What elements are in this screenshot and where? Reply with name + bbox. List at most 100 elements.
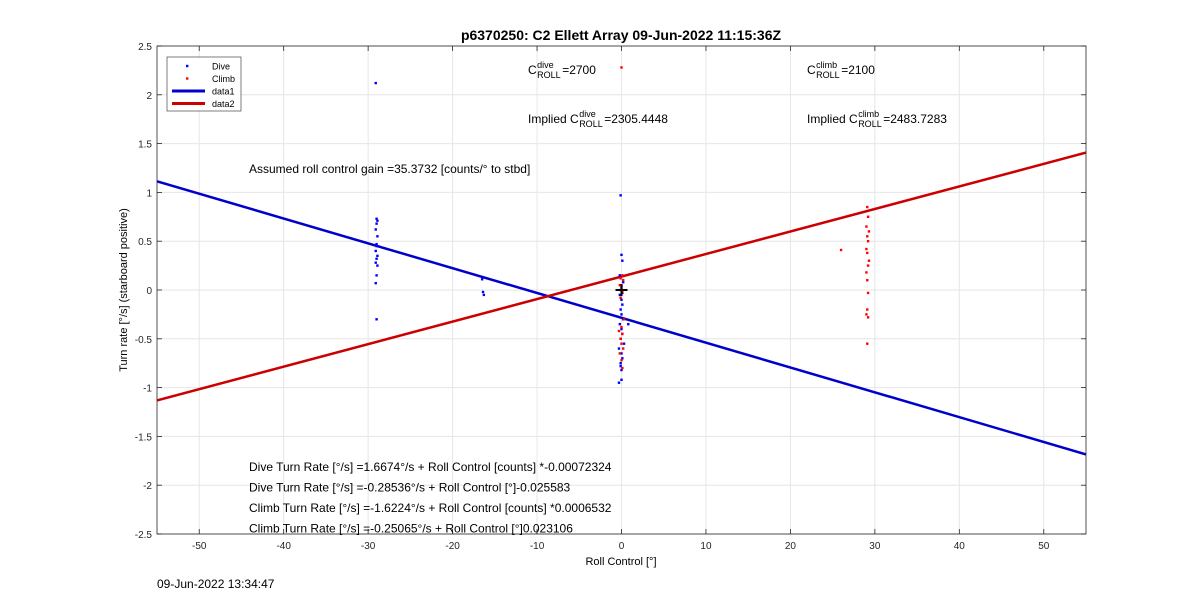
- point-dive: [621, 303, 624, 306]
- point-dive: [482, 293, 486, 297]
- implied-c-roll-dive-sup: dive: [579, 109, 596, 119]
- point-climb: [621, 347, 625, 350]
- point-dive: [621, 280, 625, 284]
- point-dive: [375, 274, 378, 277]
- point-dive: [627, 322, 630, 326]
- fit-equation: Climb Turn Rate [°/s] =-0.25065°/s + Rol…: [249, 522, 573, 536]
- point-climb: [866, 264, 870, 267]
- fit-equation: Dive Turn Rate [°/s] =-0.28536°/s + Roll…: [249, 481, 571, 495]
- chart-title: p6370250: C2 Ellett Array 09-Jun-2022 11…: [461, 27, 782, 43]
- point-climb: [618, 283, 622, 287]
- x-tick-label: -10: [530, 541, 545, 552]
- legend-marker: [186, 64, 189, 68]
- point-climb: [619, 337, 622, 340]
- implied-c-roll-dive-prefix: Implied C: [528, 112, 579, 126]
- point-climb: [865, 225, 868, 228]
- y-tick-label: -0.5: [135, 335, 153, 346]
- x-tick-label: -50: [192, 541, 207, 552]
- point-climb: [865, 271, 868, 274]
- plot-frame: [156, 45, 1087, 535]
- legend-marker: [186, 77, 189, 80]
- legend-label: data1: [212, 87, 235, 97]
- y-tick-label: 0: [146, 286, 152, 297]
- implied-c-roll-climb-sup: climb: [858, 109, 879, 119]
- point-climb: [866, 342, 869, 345]
- implied-c-roll-dive-value: =2305.4448: [604, 112, 668, 126]
- c-roll-dive-value: =2700: [562, 63, 596, 77]
- point-climb: [620, 342, 623, 345]
- legend: Dive Climb data1 data2: [166, 56, 242, 112]
- point-dive: [374, 249, 377, 253]
- point-dive: [622, 342, 626, 345]
- x-tick-label: 50: [1038, 541, 1050, 552]
- point-climb: [867, 259, 871, 262]
- point-climb: [617, 329, 621, 333]
- point-climb: [866, 235, 869, 238]
- y-axis-label: Turn rate [°/s] (starboard positive): [118, 208, 130, 372]
- point-dive: [481, 290, 485, 294]
- x-tick-label: 40: [954, 541, 966, 552]
- point-climb: [866, 215, 870, 218]
- x-axis-label: Roll Control [°]: [585, 556, 656, 568]
- data-points: [374, 66, 871, 384]
- point-climb: [620, 66, 623, 69]
- point-dive: [619, 308, 622, 311]
- y-tick-label: -1.5: [135, 432, 153, 443]
- point-dive: [480, 278, 484, 281]
- point-climb: [867, 230, 871, 233]
- x-tick-label: -40: [276, 541, 291, 552]
- point-climb: [621, 274, 624, 277]
- point-climb: [620, 325, 623, 329]
- point-climb: [621, 366, 624, 370]
- point-dive: [375, 222, 378, 225]
- x-tick-label: 30: [869, 541, 881, 552]
- point-dive: [374, 81, 377, 85]
- point-dive: [618, 322, 622, 326]
- point-dive: [620, 313, 623, 316]
- point-climb: [866, 205, 869, 209]
- y-tick-label: 1.5: [138, 140, 152, 151]
- point-climb: [866, 316, 870, 319]
- legend-label: data2: [212, 99, 235, 109]
- point-dive: [619, 194, 622, 197]
- x-tick-label: 20: [785, 541, 797, 552]
- legend-label: Climb: [212, 74, 235, 84]
- x-tick-label: -30: [361, 541, 376, 552]
- point-dive: [374, 281, 377, 285]
- c-roll-dive-sup: dive: [537, 60, 554, 70]
- implied-c-roll-climb-prefix: Implied C: [807, 112, 858, 126]
- point-dive: [376, 254, 379, 258]
- fit-equation: Dive Turn Rate [°/s] =1.6674°/s + Roll C…: [249, 460, 612, 474]
- point-climb: [865, 313, 868, 316]
- c-roll-dive-prefix: C: [528, 63, 537, 77]
- point-climb: [866, 240, 870, 243]
- point-climb: [866, 308, 869, 311]
- x-tick-label: -20: [445, 541, 460, 552]
- point-climb: [866, 251, 869, 255]
- x-tick-label: 0: [619, 541, 625, 552]
- implied-c-roll-climb-sub: ROLL: [858, 119, 882, 129]
- y-tick-label: 1: [146, 188, 152, 199]
- y-tick-label: 0.5: [138, 237, 152, 248]
- y-tick-label: 2: [146, 91, 152, 102]
- point-climb: [618, 352, 622, 355]
- c-roll-climb-sup: climb: [816, 60, 837, 70]
- roll-gain-text: Assumed roll control gain =35.3732 [coun…: [249, 162, 530, 176]
- footer-timestamp: 09-Jun-2022 13:34:47: [157, 577, 275, 591]
- point-dive: [376, 264, 379, 267]
- point-dive: [620, 378, 623, 381]
- fit-equation: Climb Turn Rate [°/s] =-1.6224°/s + Roll…: [249, 501, 612, 515]
- y-tick-label: -1: [143, 384, 152, 395]
- point-dive: [375, 318, 378, 321]
- point-climb: [866, 279, 869, 282]
- y-tick-label: -2: [143, 481, 152, 492]
- implied-c-roll-climb-value: =2483.7283: [883, 112, 947, 126]
- point-climb: [865, 247, 868, 251]
- c-roll-climb-sub: ROLL: [816, 70, 840, 80]
- point-dive: [375, 217, 378, 220]
